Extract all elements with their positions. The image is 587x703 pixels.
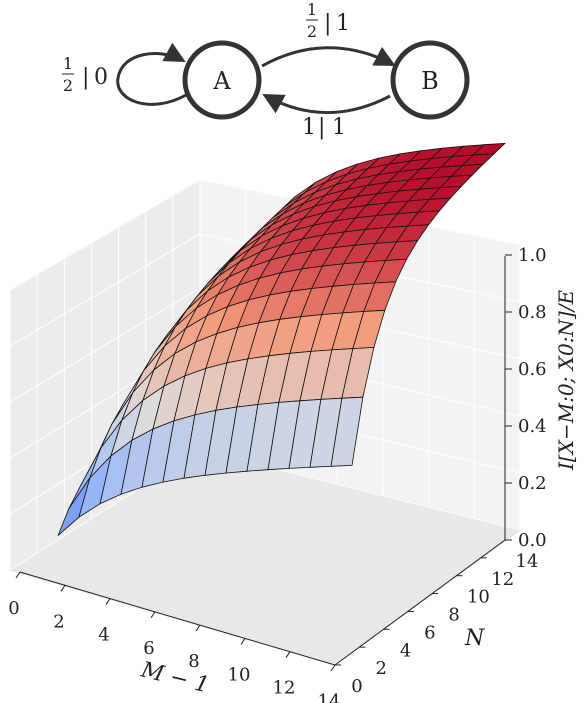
z-axis-label: I[X−M:0; X0:N]/E bbox=[554, 290, 578, 471]
x-tick-label: 14 bbox=[318, 691, 341, 703]
svg-text:|: | bbox=[324, 11, 331, 36]
self-loop-arrow bbox=[116, 42, 187, 106]
self-loop-label: 1 2 | 0 bbox=[62, 54, 108, 95]
svg-text:1: 1 bbox=[307, 0, 317, 19]
x-axis-line bbox=[19, 571, 336, 666]
y-tick-label: 12 bbox=[491, 569, 514, 590]
svg-text:1: 1 bbox=[302, 115, 316, 140]
y-tick-label: 8 bbox=[448, 605, 459, 626]
surface-cell bbox=[330, 396, 364, 467]
z-tick-label: 1.0 bbox=[518, 245, 547, 266]
state-b-label: B bbox=[421, 67, 439, 95]
y-tick-label: 4 bbox=[400, 640, 411, 661]
x-tick-label: 4 bbox=[98, 625, 109, 646]
z-tick-label: 0.4 bbox=[518, 416, 547, 437]
y-axis-line bbox=[334, 539, 506, 666]
x-tick-label: 2 bbox=[53, 611, 64, 632]
gridline-left-h bbox=[9, 287, 201, 403]
x-tick bbox=[285, 651, 291, 658]
x-tick-label: 12 bbox=[273, 678, 296, 699]
y-tick-label: 10 bbox=[467, 587, 490, 608]
svg-text:|: | bbox=[318, 115, 325, 140]
x-axis-label: M − 1 bbox=[138, 657, 212, 698]
x-tick bbox=[150, 611, 156, 619]
a-to-b-label: 1 2 | 1 bbox=[306, 0, 350, 41]
state-diagram: A B 1 2 | 0 1 2 | 1 1 | 1 bbox=[62, 0, 470, 140]
state-b-node bbox=[390, 40, 470, 120]
z-tick-label: 0.0 bbox=[518, 530, 547, 551]
svg-text:1: 1 bbox=[332, 115, 346, 140]
x-tick-label: 0 bbox=[8, 598, 19, 619]
x-tick-label: 8 bbox=[188, 651, 199, 672]
y-tick-label: 2 bbox=[376, 658, 387, 679]
b-to-a-label: 1 | 1 bbox=[302, 115, 346, 140]
x-tick bbox=[240, 638, 246, 645]
x-tick-label: 10 bbox=[228, 664, 251, 685]
x-tick bbox=[195, 624, 201, 632]
z-ticks: 0.0 0.2 0.4 0.6 0.8 1.0 bbox=[505, 245, 547, 551]
svg-text:2: 2 bbox=[307, 22, 317, 41]
surface-mesh bbox=[57, 142, 507, 536]
x-tick-label: 6 bbox=[143, 638, 154, 659]
state-a-node bbox=[182, 40, 262, 120]
x-tick bbox=[15, 571, 21, 579]
arrow-b-to-a bbox=[262, 93, 391, 114]
y-tick-label: 0 bbox=[351, 676, 362, 697]
x-tick bbox=[60, 585, 66, 592]
gridline-left-h bbox=[9, 179, 201, 291]
x-ticks: 0 2 4 6 8 10 12 14 bbox=[8, 571, 341, 703]
y-axis-label: N bbox=[464, 626, 485, 651]
svg-text:1: 1 bbox=[336, 11, 350, 36]
gridline-left-h bbox=[9, 233, 201, 347]
z-tick-label: 0.2 bbox=[518, 473, 547, 494]
svg-text:0: 0 bbox=[94, 65, 108, 90]
svg-text:2: 2 bbox=[63, 76, 73, 95]
svg-text:1: 1 bbox=[63, 54, 73, 73]
y-tick-label: 6 bbox=[424, 622, 435, 643]
z-tick-label: 0.6 bbox=[518, 359, 547, 380]
svg-text:|: | bbox=[82, 65, 89, 90]
y-tick-label: 14 bbox=[516, 551, 539, 572]
x-tick bbox=[330, 664, 336, 672]
z-tick-label: 0.8 bbox=[518, 302, 547, 323]
x-tick bbox=[105, 598, 111, 605]
state-a-label: A bbox=[212, 67, 231, 95]
arrow-a-to-b bbox=[261, 46, 396, 68]
